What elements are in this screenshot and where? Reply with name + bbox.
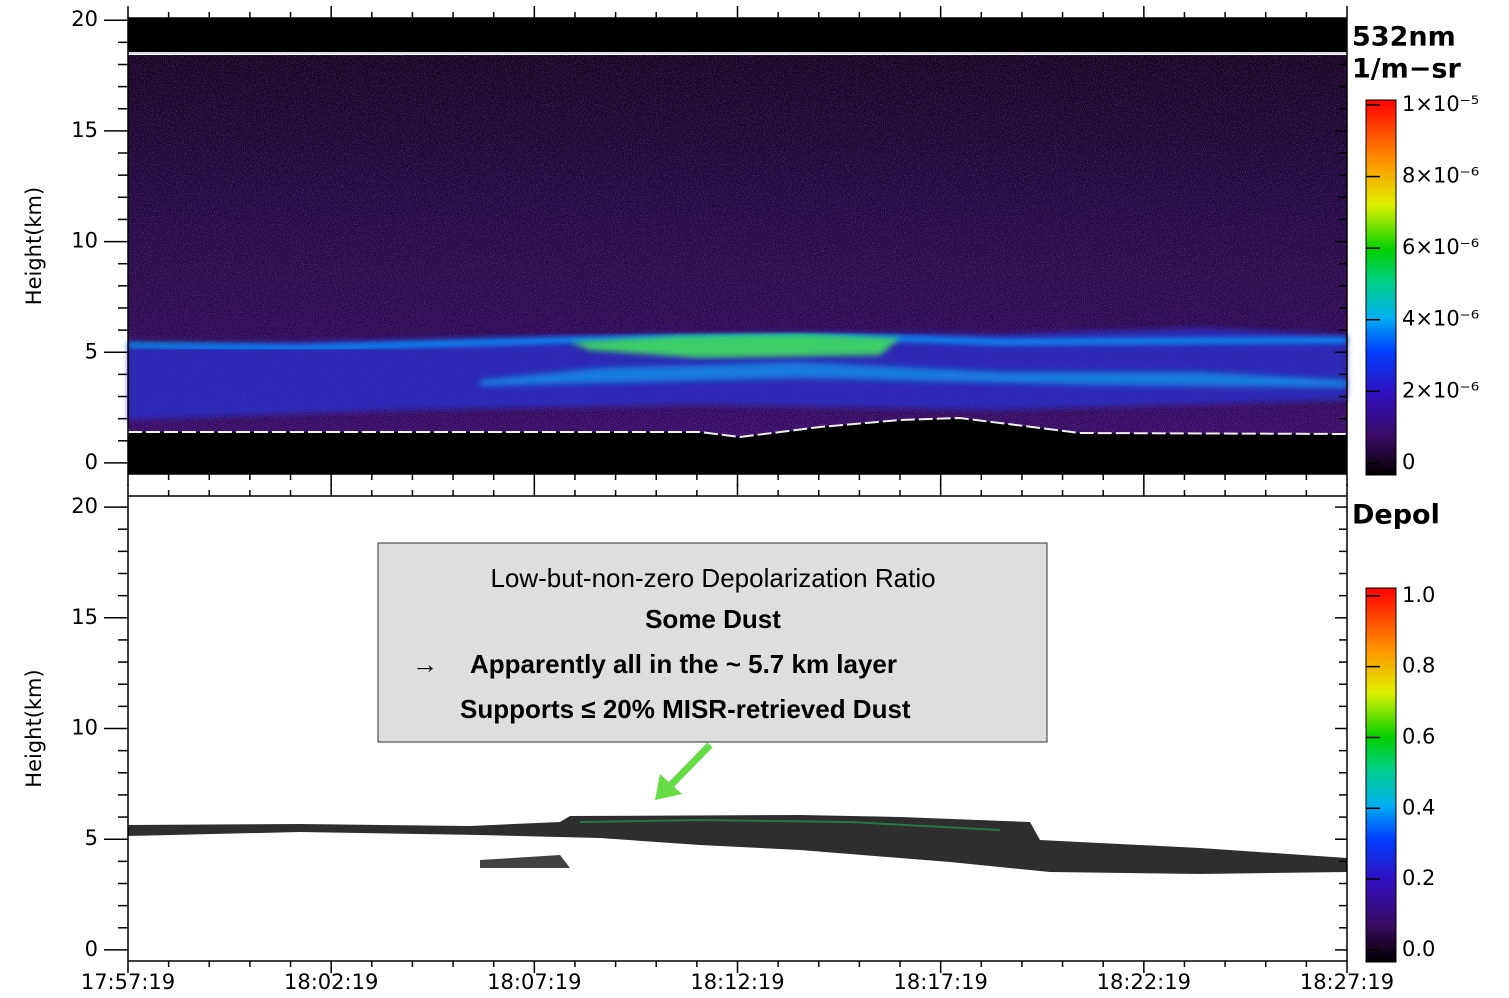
y-tick-label: 0 bbox=[85, 450, 98, 474]
colorbar-label: 1/m−sr bbox=[1352, 54, 1461, 85]
pointer-arrow-head bbox=[655, 774, 682, 800]
colorbar-tick-label: 0.8 bbox=[1402, 654, 1435, 678]
y-tick-label: 10 bbox=[71, 716, 98, 740]
colorbar-tick-label: 4×10⁻⁶ bbox=[1402, 307, 1479, 331]
y-axis-label: Height(km) bbox=[22, 187, 46, 305]
x-tick-label: 18:12:19 bbox=[690, 970, 784, 994]
backscatter-image bbox=[127, 18, 1348, 474]
colorbar-tick-label: 0.0 bbox=[1402, 937, 1435, 961]
y-tick-label: 20 bbox=[71, 494, 98, 518]
pointer-arrow bbox=[665, 742, 713, 791]
y-tick-label: 15 bbox=[71, 605, 98, 629]
x-tick-label: 18:02:19 bbox=[284, 970, 378, 994]
x-tick-label: 18:27:19 bbox=[1300, 970, 1394, 994]
x-tick-label: 18:17:19 bbox=[894, 970, 988, 994]
annotation-subheading: Some Dust bbox=[645, 604, 781, 634]
colorbar bbox=[1365, 587, 1397, 963]
colorbar-tick-label: 0 bbox=[1402, 450, 1415, 474]
y-tick-label: 20 bbox=[71, 7, 98, 31]
y-axis-label: Height(km) bbox=[22, 669, 46, 787]
x-tick-label: 18:07:19 bbox=[487, 970, 581, 994]
annotation-heading: Low-but-non-zero Depolarization Ratio bbox=[490, 563, 935, 593]
colorbar-tick-label: 2×10⁻⁶ bbox=[1402, 378, 1479, 402]
colorbar-label: Depol bbox=[1352, 500, 1440, 531]
colorbar bbox=[1365, 99, 1397, 476]
y-tick-label: 5 bbox=[85, 826, 98, 850]
annotation-box bbox=[377, 542, 1048, 743]
depol-image bbox=[128, 815, 1347, 874]
x-tick-label: 17:57:19 bbox=[81, 970, 175, 994]
y-tick-label: 5 bbox=[85, 339, 98, 363]
colorbar-tick-label: 1.0 bbox=[1402, 583, 1435, 607]
y-tick-label: 15 bbox=[71, 118, 98, 142]
colorbar-tick-label: 1×10⁻⁵ bbox=[1402, 92, 1479, 116]
colorbar-tick-label: 0.2 bbox=[1402, 866, 1435, 890]
colorbar-tick-label: 0.4 bbox=[1402, 795, 1435, 819]
annotation-arrow: → bbox=[412, 649, 438, 679]
annotation: Low-but-non-zero Depolarization Ratio So… bbox=[377, 542, 1048, 800]
annotation-line: Supports ≤ 20% MISR-retrieved Dust bbox=[460, 694, 911, 724]
colorbar-tick-label: 8×10⁻⁶ bbox=[1402, 164, 1479, 188]
x-tick-label: 18:22:19 bbox=[1097, 970, 1191, 994]
colorbar-label: 532nm bbox=[1352, 22, 1456, 53]
annotation-line: Apparently all in the ~ 5.7 km layer bbox=[470, 649, 897, 679]
y-tick-label: 10 bbox=[71, 229, 98, 253]
y-tick-label: 0 bbox=[85, 937, 98, 961]
colorbar-tick-label: 6×10⁻⁶ bbox=[1402, 235, 1479, 259]
colorbar-tick-label: 0.6 bbox=[1402, 724, 1435, 748]
